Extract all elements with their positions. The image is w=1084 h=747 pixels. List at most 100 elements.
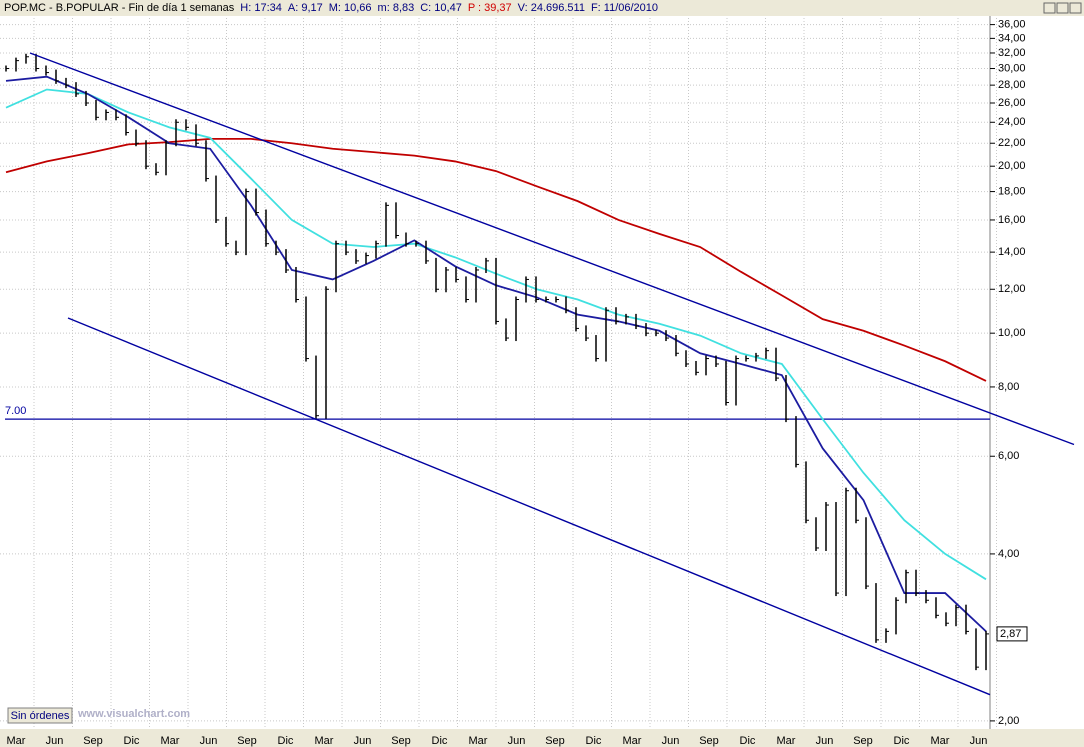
price-bar bbox=[825, 502, 829, 551]
x-tick-label: Jun bbox=[970, 735, 988, 747]
x-tick-label: Jun bbox=[46, 735, 64, 747]
status-box[interactable] bbox=[7, 707, 73, 724]
price-bar bbox=[575, 307, 579, 332]
price-bar bbox=[915, 569, 919, 597]
y-tick-label: 4,00 bbox=[998, 548, 1019, 560]
price-bar bbox=[935, 597, 939, 619]
price-bar bbox=[335, 240, 339, 293]
y-tick-label: 26,00 bbox=[998, 97, 1026, 109]
price-bar bbox=[885, 628, 889, 643]
x-tick-label: Jun bbox=[200, 735, 218, 747]
level-label: 7.00 bbox=[5, 405, 26, 417]
header-field: A: 9,17 bbox=[288, 2, 323, 14]
close-button[interactable] bbox=[1069, 2, 1082, 14]
price-bar bbox=[15, 57, 19, 72]
x-tick-label: Mar bbox=[161, 735, 180, 747]
y-tick-label: 36,00 bbox=[998, 19, 1026, 31]
price-bar bbox=[665, 330, 669, 342]
price-bar bbox=[295, 266, 299, 303]
price-bar bbox=[775, 347, 779, 382]
price-bar bbox=[625, 313, 629, 325]
y-tick-label: 24,00 bbox=[998, 116, 1026, 128]
price-bar bbox=[875, 583, 879, 643]
price-bar bbox=[905, 569, 909, 604]
x-tick-label: Mar bbox=[931, 735, 950, 747]
header-field: m: 8,83 bbox=[378, 2, 415, 14]
x-tick-label: Mar bbox=[7, 735, 26, 747]
price-bar bbox=[25, 53, 29, 64]
x-tick-label: Dic bbox=[586, 735, 602, 747]
price-bar bbox=[515, 296, 519, 342]
price-bar bbox=[525, 276, 529, 303]
overlay: Sin órdenes www.visualchart.com bbox=[7, 707, 190, 724]
price-bar bbox=[745, 355, 749, 362]
x-tick-label: Mar bbox=[469, 735, 488, 747]
price-bar bbox=[715, 355, 719, 367]
price-bar bbox=[385, 202, 389, 247]
price-bar bbox=[275, 240, 279, 256]
x-tick-label: Jun bbox=[816, 735, 834, 747]
maximize-button[interactable] bbox=[1056, 2, 1069, 14]
y-tick-label: 32,00 bbox=[998, 47, 1026, 59]
price-bar bbox=[35, 53, 39, 72]
x-tick-label: Dic bbox=[432, 735, 448, 747]
trend-line bbox=[29, 52, 1075, 446]
price-bar bbox=[535, 276, 539, 303]
x-axis-bar bbox=[0, 729, 1084, 747]
price-bar bbox=[695, 360, 699, 376]
header-field: POP.MC - B.POPULAR - Fin de día 1 semana… bbox=[4, 2, 235, 14]
price-bar bbox=[325, 286, 329, 419]
x-tick-label: Sep bbox=[545, 735, 565, 747]
x-tick-label: Sep bbox=[391, 735, 411, 747]
x-tick-label: Jun bbox=[662, 735, 680, 747]
price-bar bbox=[495, 257, 499, 325]
price-bar bbox=[505, 318, 509, 342]
price-bar bbox=[685, 350, 689, 367]
y-tick-label: 6,00 bbox=[998, 450, 1019, 462]
header-field: F: 11/06/2010 bbox=[591, 2, 658, 14]
price-bar bbox=[965, 604, 969, 635]
y-tick-label: 22,00 bbox=[998, 137, 1026, 149]
price-bar bbox=[925, 590, 929, 604]
x-tick-label: Jun bbox=[508, 735, 526, 747]
price-bar bbox=[175, 119, 179, 147]
x-tick-label: Dic bbox=[278, 735, 294, 747]
price-bar bbox=[975, 628, 979, 671]
x-tick-label: Sep bbox=[237, 735, 257, 747]
last-price-label: 2,87 bbox=[1000, 628, 1021, 640]
price-bar bbox=[145, 140, 149, 170]
x-tick-label: Mar bbox=[777, 735, 796, 747]
y-tick-label: 30,00 bbox=[998, 62, 1026, 74]
price-bar bbox=[545, 296, 549, 303]
minimize-button[interactable] bbox=[1043, 2, 1056, 14]
price-bar bbox=[95, 99, 99, 121]
price-bar bbox=[755, 352, 759, 362]
price-bar bbox=[185, 119, 189, 131]
price-bar bbox=[355, 249, 359, 264]
price-bar bbox=[135, 129, 139, 147]
price-bar bbox=[265, 209, 269, 247]
x-tick-label: Mar bbox=[623, 735, 642, 747]
price-bar bbox=[75, 82, 79, 97]
price-bar bbox=[165, 140, 169, 176]
price-bar bbox=[245, 188, 249, 256]
price-bar bbox=[805, 461, 809, 524]
price-bar bbox=[225, 216, 229, 247]
price-bar bbox=[455, 266, 459, 283]
price-bar bbox=[985, 630, 989, 671]
y-tick-label: 12,00 bbox=[998, 283, 1026, 295]
price-bar bbox=[425, 240, 429, 264]
price-bar bbox=[155, 163, 159, 176]
y-tick-label: 8,00 bbox=[998, 381, 1019, 393]
price-bar bbox=[125, 114, 129, 136]
price-bar bbox=[725, 360, 729, 406]
price-bar bbox=[375, 240, 379, 259]
price-bar bbox=[595, 335, 599, 362]
price-bar bbox=[795, 416, 799, 468]
price-bar bbox=[205, 140, 209, 182]
plot-area: 7.00 bbox=[0, 18, 997, 729]
y-tick-label: 18,00 bbox=[998, 185, 1026, 197]
price-bar bbox=[815, 517, 819, 551]
price-bar bbox=[955, 604, 959, 627]
status-text: Sin órdenes bbox=[11, 710, 70, 722]
